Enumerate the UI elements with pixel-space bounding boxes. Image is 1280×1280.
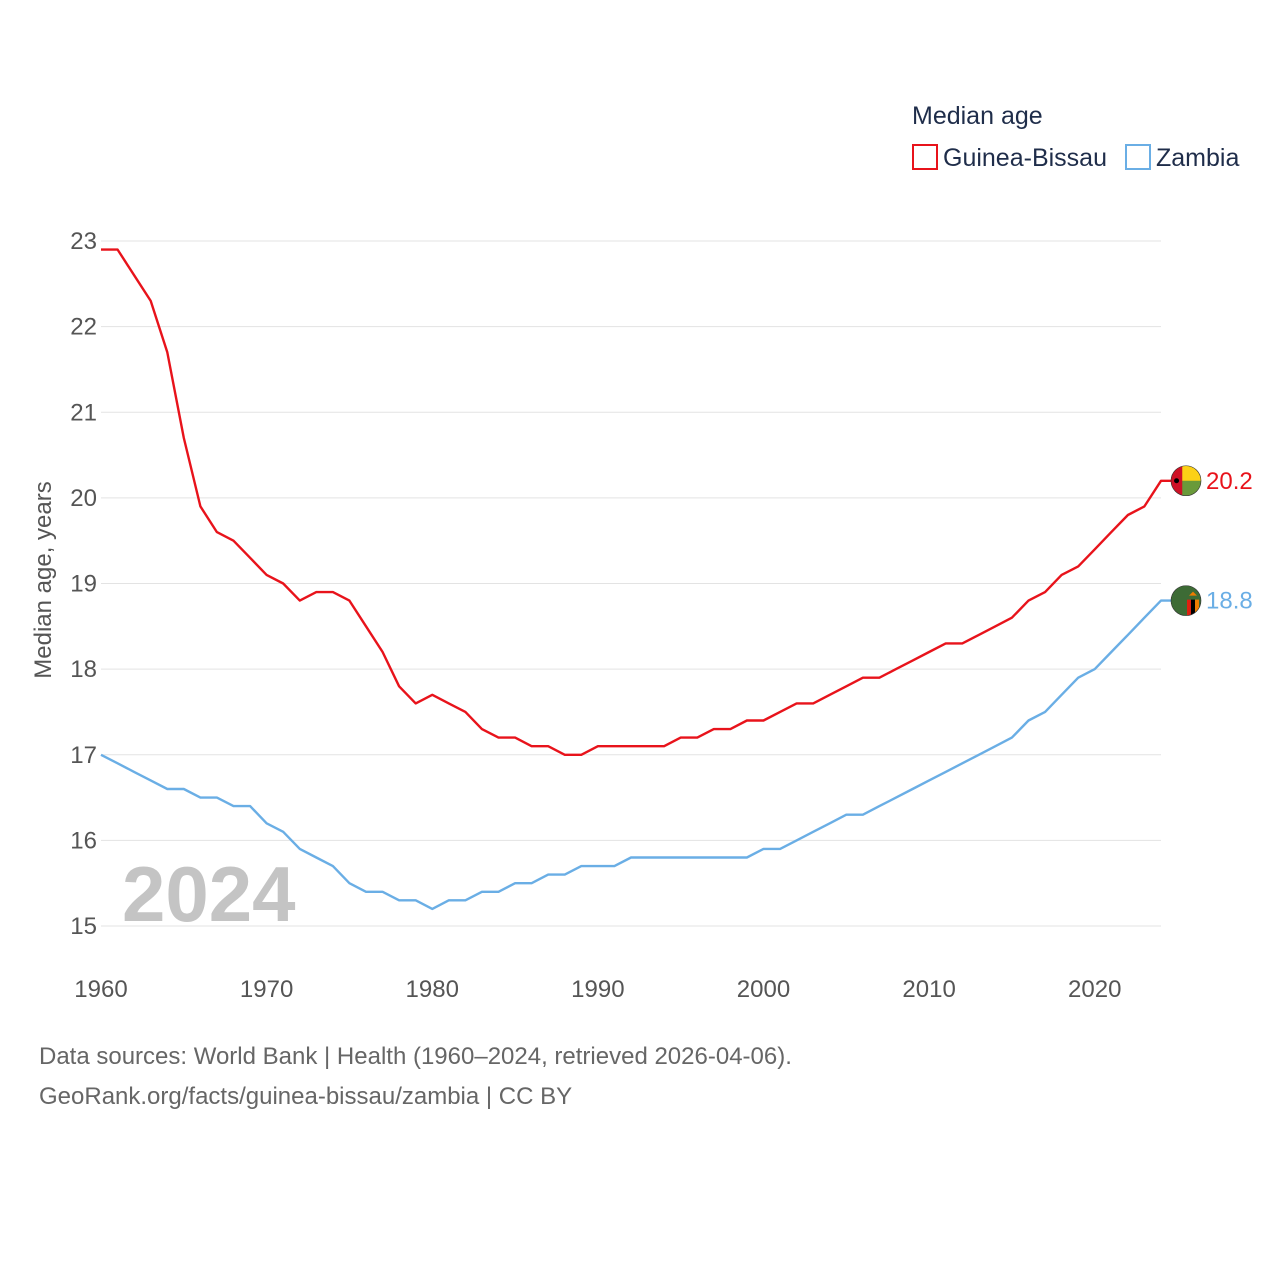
x-tick-label: 1990	[571, 976, 624, 1003]
legend: Median age Guinea-Bissau Zambia	[912, 102, 1239, 172]
y-tick-label: 19	[70, 571, 97, 598]
legend-swatch-guinea-bissau[interactable]	[912, 144, 938, 170]
y-tick-label: 18	[70, 656, 97, 683]
guinea-bissau-flag	[1170, 465, 1202, 497]
data-sources-note: Data sources: World Bank | Health (1960–…	[39, 1043, 792, 1070]
series-line-guinea-bissau	[101, 248, 1173, 756]
x-tick-label: 1970	[240, 976, 293, 1003]
x-tick-label: 1960	[74, 976, 127, 1003]
credit-link[interactable]: GeoRank.org/facts/guinea-bissau/zambia |…	[39, 1083, 573, 1110]
y-tick-label: 15	[70, 913, 97, 940]
legend-label-guinea-bissau[interactable]: Guinea-Bissau	[943, 144, 1107, 172]
legend-swatch-zambia[interactable]	[1125, 144, 1151, 170]
current-year-label: 2024	[122, 850, 296, 938]
end-value-guinea-bissau: 20.2	[1206, 468, 1253, 495]
x-tick-label: 2000	[737, 976, 790, 1003]
x-tick-label: 1980	[406, 976, 459, 1003]
gridlines	[101, 240, 1161, 927]
legend-label-zambia[interactable]: Zambia	[1156, 144, 1239, 172]
y-tick-label: 17	[70, 742, 97, 769]
x-tick-label: 2020	[1068, 976, 1121, 1003]
y-axis-ticks: 15 16 17 18 19 20 21 22 23	[70, 228, 97, 940]
x-axis-ticks: 1960 1970 1980 1990 2000 2010 2020	[74, 976, 1121, 1003]
series-line-zambia	[100, 599, 1173, 911]
series-lines	[100, 248, 1173, 911]
y-tick-label: 21	[70, 399, 97, 426]
zambia-flag	[1170, 585, 1202, 616]
y-tick-label: 23	[70, 228, 97, 255]
end-value-zambia: 18.8	[1206, 588, 1253, 615]
x-tick-label: 2010	[902, 976, 955, 1003]
series-end-markers: 20.2 18.8	[1170, 465, 1253, 616]
y-tick-label: 16	[70, 827, 97, 854]
y-tick-label: 20	[70, 485, 97, 512]
y-axis-label: Median age, years	[30, 481, 57, 678]
y-tick-label: 22	[70, 314, 97, 341]
legend-title: Median age	[912, 102, 1043, 130]
